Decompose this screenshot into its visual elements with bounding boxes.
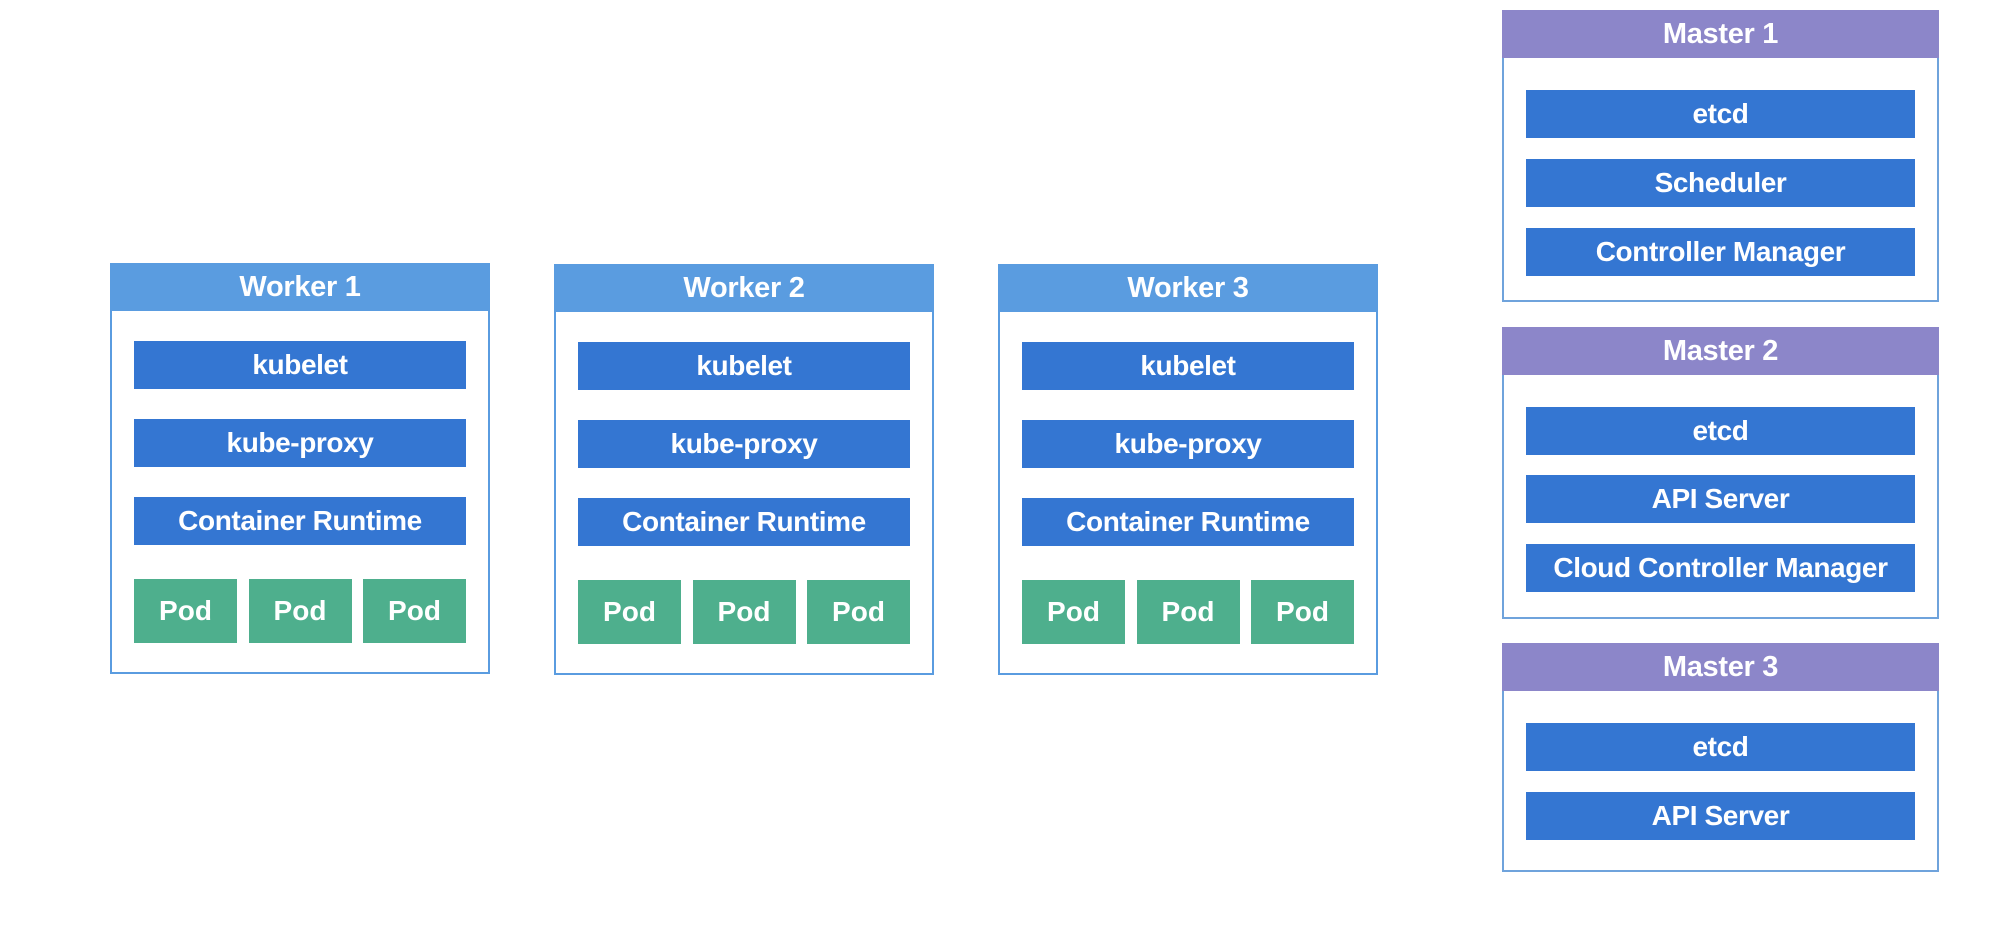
- kube-proxy-component: kube-proxy: [578, 420, 910, 468]
- controller-manager-component: Controller Manager: [1526, 228, 1915, 276]
- master-node-1: Master 1 etcd Scheduler Controller Manag…: [1502, 10, 1939, 302]
- kube-proxy-component: kube-proxy: [134, 419, 466, 467]
- etcd-component: etcd: [1526, 407, 1915, 455]
- kube-proxy-component: kube-proxy: [1022, 420, 1354, 468]
- etcd-component: etcd: [1526, 723, 1915, 771]
- worker-node-3: Worker 3 kubelet kube-proxy Container Ru…: [998, 264, 1378, 675]
- pod: Pod: [134, 579, 237, 643]
- pod: Pod: [578, 580, 681, 644]
- worker-title: Worker 3: [998, 264, 1378, 312]
- pod: Pod: [692, 580, 796, 644]
- master-node-2: Master 2 etcd API Server Cloud Controlle…: [1502, 327, 1939, 619]
- pod: Pod: [807, 580, 910, 644]
- pod: Pod: [1136, 580, 1240, 644]
- pod: Pod: [248, 579, 352, 643]
- pod-group: Pod Pod Pod: [578, 580, 910, 644]
- pod-group: Pod Pod Pod: [1022, 580, 1354, 644]
- cloud-controller-manager-component: Cloud Controller Manager: [1526, 544, 1915, 592]
- master-title: Master 2: [1502, 327, 1939, 375]
- master-node-3: Master 3 etcd API Server: [1502, 643, 1939, 872]
- pod: Pod: [1251, 580, 1354, 644]
- api-server-component: API Server: [1526, 792, 1915, 840]
- scheduler-component: Scheduler: [1526, 159, 1915, 207]
- pod-group: Pod Pod Pod: [134, 579, 466, 643]
- etcd-component: etcd: [1526, 90, 1915, 138]
- kubelet-component: kubelet: [1022, 342, 1354, 390]
- worker-title: Worker 2: [554, 264, 934, 312]
- worker-title: Worker 1: [110, 263, 490, 311]
- kubelet-component: kubelet: [134, 341, 466, 389]
- master-title: Master 3: [1502, 643, 1939, 691]
- kubelet-component: kubelet: [578, 342, 910, 390]
- worker-node-1: Worker 1 kubelet kube-proxy Container Ru…: [110, 263, 490, 674]
- pod: Pod: [363, 579, 466, 643]
- worker-node-2: Worker 2 kubelet kube-proxy Container Ru…: [554, 264, 934, 675]
- master-title: Master 1: [1502, 10, 1939, 58]
- container-runtime-component: Container Runtime: [1022, 498, 1354, 546]
- container-runtime-component: Container Runtime: [134, 497, 466, 545]
- pod: Pod: [1022, 580, 1125, 644]
- container-runtime-component: Container Runtime: [578, 498, 910, 546]
- api-server-component: API Server: [1526, 475, 1915, 523]
